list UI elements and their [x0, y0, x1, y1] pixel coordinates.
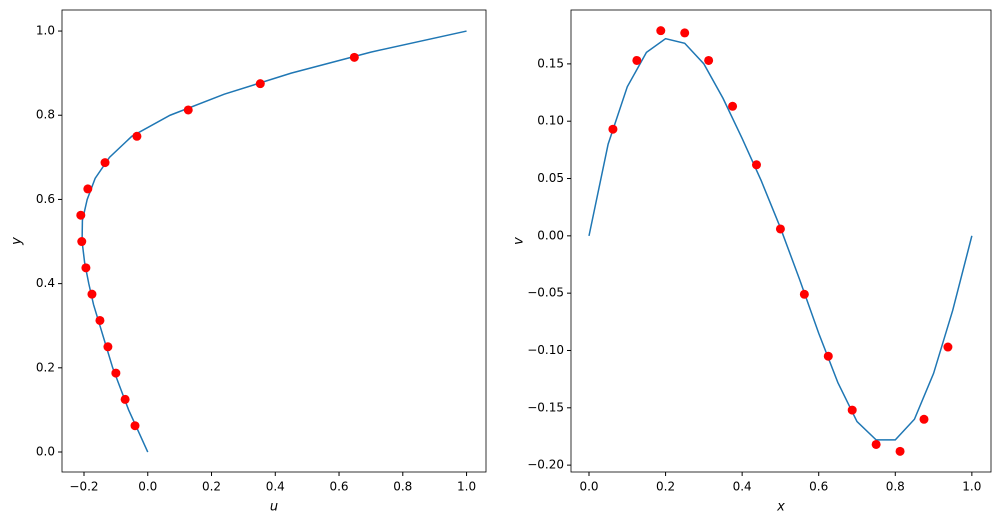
data-point: [871, 439, 881, 449]
y-tick-label: 0.6: [36, 192, 55, 206]
x-tick-label: 0.8: [886, 480, 905, 494]
y-tick-label: −0.15: [527, 400, 564, 414]
y-tick-label: 0.8: [36, 108, 55, 122]
curve: [588, 37, 973, 441]
data-point: [130, 421, 140, 431]
data-point: [632, 55, 642, 65]
data-point: [100, 158, 110, 168]
data-point: [349, 52, 359, 62]
data-point: [83, 184, 93, 194]
x-tick-label: 0.0: [138, 480, 157, 494]
data-point: [77, 237, 87, 247]
x-tick-label: −0.2: [69, 480, 98, 494]
y-tick-label: −0.20: [527, 458, 564, 472]
data-point: [895, 446, 905, 456]
data-point: [103, 342, 113, 352]
data-point: [183, 105, 193, 115]
data-point: [680, 28, 690, 38]
y-axis-label: y: [10, 237, 25, 246]
x-tick-label: 0.2: [656, 480, 675, 494]
x-tick-label: 1.0: [962, 480, 981, 494]
data-point: [751, 160, 761, 170]
x-tick-label: 1.0: [457, 480, 476, 494]
data-point: [775, 224, 785, 234]
axes-frame: [570, 9, 992, 473]
x-axis-label: u: [270, 500, 278, 515]
x-tick-label: 0.2: [202, 480, 221, 494]
y-tick-label: 0.4: [36, 276, 55, 290]
y-tick-label: 0.15: [537, 56, 564, 70]
x-axis-label: x: [776, 500, 785, 515]
data-point: [111, 368, 121, 378]
x-tick-label: 0.6: [809, 480, 828, 494]
data-point: [120, 394, 130, 404]
x-tick-label: 0.4: [266, 480, 285, 494]
data-point: [87, 289, 97, 299]
x-tick-label: 0.4: [733, 480, 752, 494]
data-point: [704, 55, 714, 65]
y-tick-label: −0.10: [527, 343, 564, 357]
y-tick-label: 1.0: [36, 24, 55, 38]
data-point: [608, 124, 618, 134]
data-point: [255, 79, 265, 89]
data-point: [799, 289, 809, 299]
x-tick-label: 0.8: [393, 480, 412, 494]
data-point: [95, 315, 105, 325]
data-point: [81, 263, 91, 273]
data-point: [76, 210, 86, 220]
x-tick-label: 0.6: [329, 480, 348, 494]
data-point: [656, 26, 666, 36]
y-tick-label: 0.10: [537, 114, 564, 128]
data-point: [728, 101, 738, 111]
data-point: [919, 414, 929, 424]
y-axis-label: v: [512, 237, 527, 245]
x-tick-label: 0.0: [579, 480, 598, 494]
y-tick-label: 0.00: [537, 228, 564, 242]
y-tick-label: 0.2: [36, 360, 55, 374]
data-point: [943, 342, 953, 352]
data-point: [847, 405, 857, 415]
y-tick-label: 0.05: [537, 171, 564, 185]
y-tick-label: 0.0: [36, 445, 55, 459]
data-point: [823, 351, 833, 361]
curve: [81, 30, 467, 453]
axes-frame: [61, 9, 487, 473]
data-point: [132, 131, 142, 141]
y-tick-label: −0.05: [527, 286, 564, 300]
